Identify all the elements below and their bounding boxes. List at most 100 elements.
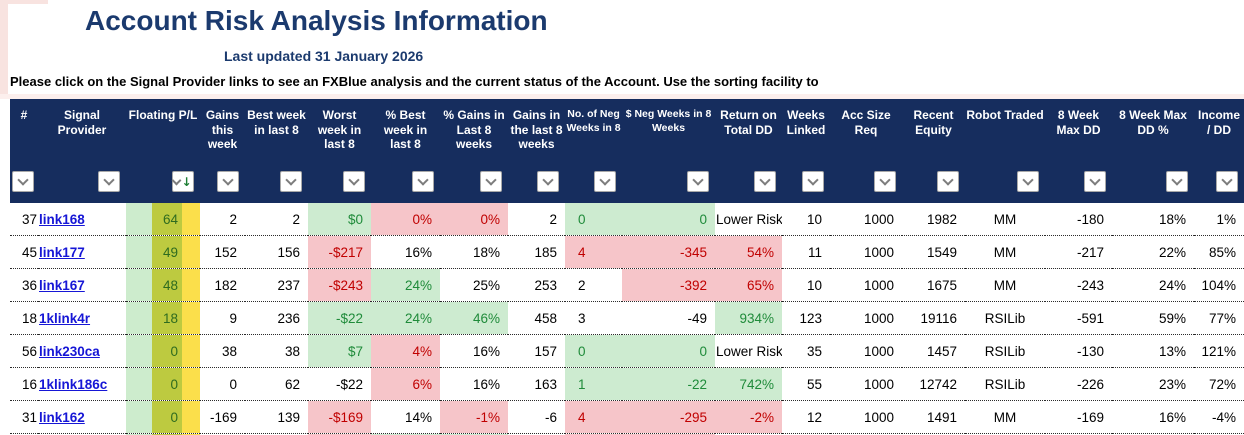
robot-cell: RSILib xyxy=(965,334,1045,368)
filter-button-weeks-linked[interactable] xyxy=(802,171,824,192)
column-header-num: # xyxy=(10,99,38,169)
signal-provider-link[interactable]: 1klink4r xyxy=(39,310,91,326)
filter-button-num[interactable] xyxy=(12,171,34,192)
weeks-linked-cell: 55 xyxy=(782,367,830,401)
table-row: 36 link167 48 182 237 -$243 24% 25% 253 2 -392 65% 1… xyxy=(10,268,1244,302)
pct-best-cell: 16% xyxy=(371,235,440,269)
partial-cell xyxy=(508,433,565,435)
acc-size-cell: 1000 xyxy=(830,301,902,335)
signal-provider-link[interactable]: 1klink186c xyxy=(39,376,108,392)
filter-button-pct-gains[interactable] xyxy=(480,171,502,192)
filter-cell-no-neg xyxy=(565,169,622,203)
signal-provider-link[interactable]: link177 xyxy=(39,244,85,260)
column-header-gains-8: Gains in the last 8 weeks xyxy=(508,99,565,169)
table-row: 31 link162 0 -169 139 -$169 14% -1% -6 4 -295 -2% 12… xyxy=(10,400,1244,434)
gains-week-cell: 0 xyxy=(200,367,245,401)
recent-equity-cell: 1982 xyxy=(902,203,965,236)
pct-best-cell: 4% xyxy=(371,334,440,368)
worst-week-cell: $0 xyxy=(308,203,371,236)
no-neg-cell: 2 xyxy=(565,268,622,302)
window-edge-left xyxy=(0,0,8,94)
column-header-return-dd: Return on Total DD xyxy=(715,99,782,169)
filter-button-worst-week[interactable] xyxy=(343,171,365,192)
dollar-neg-cell: 0 xyxy=(622,203,715,236)
acc-size-cell: 1000 xyxy=(830,334,902,368)
weeks-linked-cell: 11 xyxy=(782,235,830,269)
maxdd-pct-cell: 18% xyxy=(1112,203,1194,236)
maxdd-cell: -591 xyxy=(1045,301,1112,335)
chevron-down-icon xyxy=(1089,174,1101,186)
chevron-down-icon xyxy=(879,174,891,186)
partial-cell xyxy=(1112,433,1194,435)
filter-button-acc-size[interactable] xyxy=(874,171,896,192)
signal-provider-link[interactable]: link230ca xyxy=(39,343,100,359)
filter-button-dollar-neg[interactable] xyxy=(687,171,709,192)
chevron-down-icon xyxy=(485,174,497,186)
column-header-gains-week: Gains this week xyxy=(200,99,245,169)
filter-button-income-dd[interactable] xyxy=(1216,171,1238,192)
worst-week-cell: -$169 xyxy=(308,400,371,434)
filter-cell-maxdd xyxy=(1045,169,1112,203)
pct-best-cell: 0% xyxy=(371,203,440,236)
filter-button-no-neg[interactable] xyxy=(594,171,616,192)
return-dd-cell: 65% xyxy=(715,268,782,302)
column-header-recent-equity: Recent Equity xyxy=(902,99,965,169)
floating-cell: 48 xyxy=(126,268,200,302)
pct-best-cell: 24% xyxy=(371,268,440,302)
maxdd-pct-cell: 23% xyxy=(1112,367,1194,401)
table-row: 18 1klink4r 18 9 236 -$22 24% 46% 458 3 -49 934% 123… xyxy=(10,301,1244,335)
pct-best-cell: 24% xyxy=(371,301,440,335)
weeks-linked-cell: 12 xyxy=(782,400,830,434)
signal-provider-link[interactable]: link168 xyxy=(39,211,85,227)
acc-size-cell: 1000 xyxy=(830,268,902,302)
maxdd-pct-cell: 22% xyxy=(1112,235,1194,269)
chevron-down-icon xyxy=(172,175,182,185)
maxdd-cell: -243 xyxy=(1045,268,1112,302)
signal-provider-link[interactable]: link162 xyxy=(39,409,85,425)
filter-cell-maxdd-pct xyxy=(1112,169,1194,203)
table-body: 37 link168 64 2 2 $0 0% 0% 2 0 0 Lower Risk 10 1000 19… xyxy=(10,203,1244,435)
gains-week-cell: 182 xyxy=(200,268,245,302)
income-dd-cell: 121% xyxy=(1194,334,1244,368)
filter-cell-best-week xyxy=(245,169,308,203)
filter-button-best-week[interactable] xyxy=(280,171,302,192)
filter-button-gains-8[interactable] xyxy=(537,171,559,192)
chevron-down-icon xyxy=(942,174,954,186)
best-week-cell: 38 xyxy=(245,334,308,368)
filter-button-provider[interactable] xyxy=(98,171,120,192)
return-dd-cell: 54% xyxy=(715,235,782,269)
pct-gains-cell: 18% xyxy=(440,235,508,269)
filter-button-maxdd-pct[interactable] xyxy=(1166,171,1188,192)
filter-button-pct-best[interactable] xyxy=(412,171,434,192)
filter-button-return-dd[interactable] xyxy=(754,171,776,192)
weeks-linked-cell: 10 xyxy=(782,268,830,302)
worst-week-cell: -$243 xyxy=(308,268,371,302)
filter-button-gains-week[interactable] xyxy=(217,171,239,192)
recent-equity-cell: 19116 xyxy=(902,301,965,335)
chevron-down-icon xyxy=(348,174,360,186)
no-neg-cell: 0 xyxy=(565,334,622,368)
risk-analysis-table: # Signal Provider Floating P/L Gains this w… xyxy=(10,99,1244,435)
column-header-pct-best: % Best week in last 8 xyxy=(371,99,440,169)
gains-week-cell: 9 xyxy=(200,301,245,335)
no-neg-cell: 1 xyxy=(565,367,622,401)
weeks-linked-cell: 35 xyxy=(782,334,830,368)
filter-button-maxdd[interactable] xyxy=(1084,171,1106,192)
worst-week-cell: -$22 xyxy=(308,301,371,335)
pct-best-cell: 6% xyxy=(371,367,440,401)
worst-week-cell: $7 xyxy=(308,334,371,368)
partial-cell xyxy=(371,433,440,435)
signal-provider-link[interactable]: link167 xyxy=(39,277,85,293)
filter-button-robot[interactable] xyxy=(1017,171,1039,192)
filter-button-floating[interactable]: ↓ xyxy=(172,171,194,192)
pct-gains-cell: -1% xyxy=(440,400,508,434)
robot-cell: MM xyxy=(965,400,1045,434)
page-title: Account Risk Analysis Information xyxy=(85,5,548,36)
floating-cell: 18 xyxy=(126,301,200,335)
dollar-neg-cell: -345 xyxy=(622,235,715,269)
pct-best-cell: 14% xyxy=(371,400,440,434)
robot-cell: RSILib xyxy=(965,367,1045,401)
filter-button-recent-equity[interactable] xyxy=(937,171,959,192)
provider-cell: 1klink186c xyxy=(38,367,126,401)
filter-cell-recent-equity xyxy=(902,169,965,203)
